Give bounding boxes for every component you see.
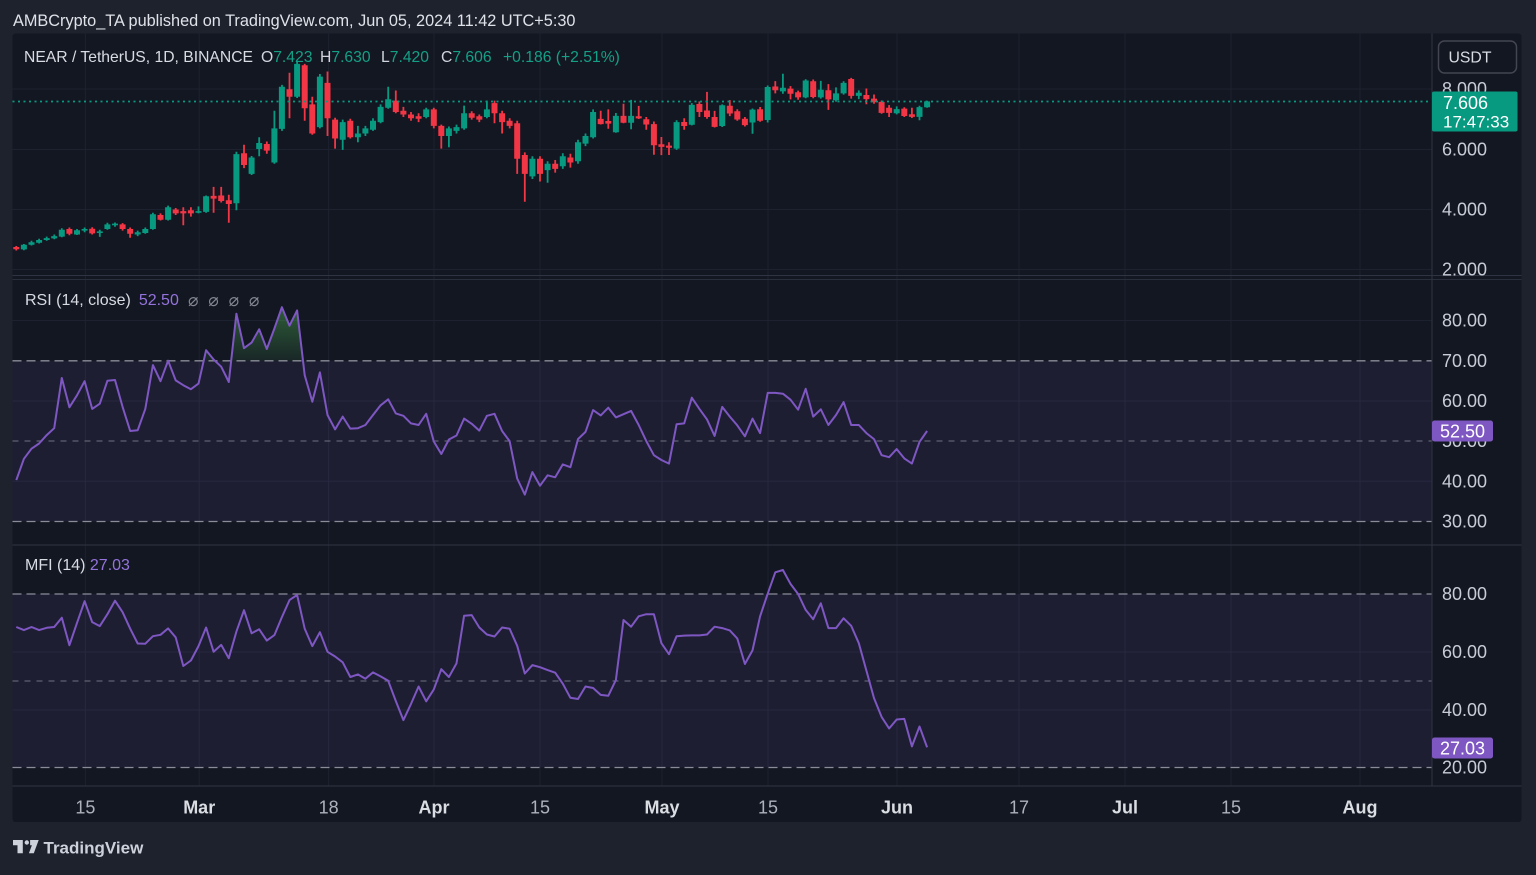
svg-text:40.00: 40.00: [1442, 700, 1487, 720]
svg-text:Mar: Mar: [183, 798, 215, 818]
svg-text:17: 17: [1009, 798, 1029, 818]
svg-text:Jul: Jul: [1112, 798, 1138, 818]
svg-text:60.00: 60.00: [1442, 391, 1487, 411]
svg-text:May: May: [644, 798, 679, 818]
svg-text:4.000: 4.000: [1442, 200, 1487, 220]
svg-text:80.00: 80.00: [1442, 311, 1487, 331]
svg-text:6.000: 6.000: [1442, 140, 1487, 160]
svg-text:15: 15: [1221, 798, 1241, 818]
svg-text:Aug: Aug: [1343, 798, 1378, 818]
svg-text:27.03: 27.03: [1440, 739, 1485, 759]
svg-text:15: 15: [75, 798, 95, 818]
svg-text:⌀: ⌀: [229, 290, 240, 310]
svg-text:80.00: 80.00: [1442, 584, 1487, 604]
svg-text:TradingView: TradingView: [44, 838, 145, 857]
svg-text:USDT: USDT: [1448, 50, 1491, 67]
svg-text:7.606: 7.606: [1443, 93, 1488, 113]
svg-text:40.00: 40.00: [1442, 472, 1487, 492]
svg-text:15: 15: [758, 798, 778, 818]
svg-text:AMBCrypto_TA published on Trad: AMBCrypto_TA published on TradingView.co…: [13, 12, 576, 30]
svg-text:MFI (14) 27.03: MFI (14) 27.03: [25, 557, 130, 574]
svg-text:⌀: ⌀: [208, 290, 219, 310]
svg-text:RSI (14, close) 52.50: RSI (14, close) 52.50: [25, 292, 179, 309]
svg-text:18: 18: [319, 798, 339, 818]
svg-text:⌀: ⌀: [188, 290, 199, 310]
svg-text:Apr: Apr: [419, 798, 450, 818]
svg-text:Jun: Jun: [881, 798, 913, 818]
svg-text:70.00: 70.00: [1442, 351, 1487, 371]
svg-text:30.00: 30.00: [1442, 512, 1487, 532]
svg-text:20.00: 20.00: [1442, 758, 1487, 778]
svg-text:2.000: 2.000: [1442, 260, 1487, 280]
svg-text:17:47:33: 17:47:33: [1443, 113, 1509, 132]
svg-text:15: 15: [530, 798, 550, 818]
svg-text:⌀: ⌀: [249, 290, 260, 310]
svg-text:52.50: 52.50: [1440, 422, 1485, 442]
svg-text:60.00: 60.00: [1442, 642, 1487, 662]
